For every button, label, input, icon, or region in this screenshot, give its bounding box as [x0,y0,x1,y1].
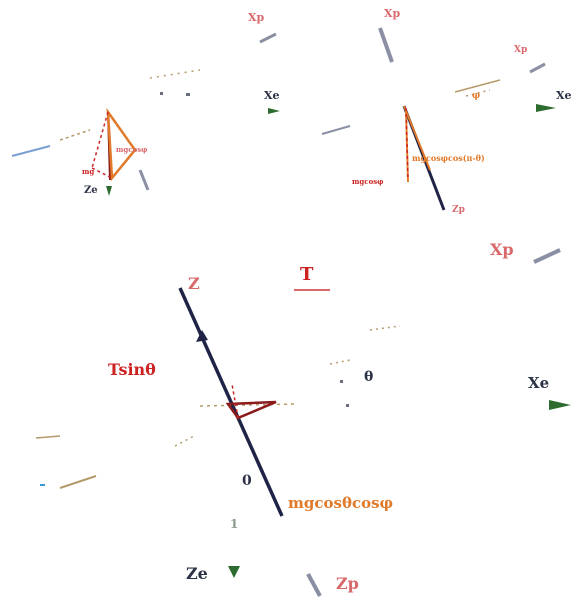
axis-segment [378,27,394,63]
axis-segment [465,89,491,97]
xp-label-small-top-right: Xp [514,45,528,55]
axis-segment [174,435,195,447]
axis-segment [138,169,150,191]
xe-label-main: Xe [528,374,550,392]
axis-segment [369,325,401,331]
dashed-component [91,111,109,169]
mgcos-main-label: mgcosθcosφ [288,494,394,512]
tsin-label: Tsinθ [108,360,156,379]
top-left-diagram [11,69,280,196]
axis-segment [533,248,561,264]
axis-segment [59,129,91,141]
small-mark [40,484,45,486]
axis-segment [321,125,351,135]
xe-arrow-icon [536,104,556,112]
small-mark [186,93,190,96]
ze-arrow-icon [106,186,112,196]
force-triangle [225,400,277,420]
rod-arrow-icon [196,330,208,342]
red-component [405,107,409,181]
one-label: 1 [230,517,239,531]
axis-segment [149,69,201,79]
tension-label: T [300,264,314,285]
xe-arrow-icon [268,108,280,114]
axis-segment [11,145,51,157]
zp-label-top-right: Zp [452,205,465,215]
phi-label: φ [472,91,481,101]
xp-label-top-mid: Xp [248,11,265,24]
xe-label-top-right: Xe [556,89,572,102]
mgcos-orange-label: mgcosφcos(π-θ) [412,153,485,163]
xp-label-top-right: Xp [384,7,401,20]
dashed-component [91,167,113,179]
ze-arrow-icon [228,566,240,578]
main-diagram [35,287,571,597]
main-rod [178,287,284,517]
axis-segment [59,475,97,489]
axis-segment [199,403,297,407]
axis-segment [35,435,61,439]
z-label: Z [188,274,200,293]
top-right-diagram [259,27,561,264]
xp-label-mid-right: Xp [490,240,514,259]
xe-label-top: Xe [264,89,280,102]
zp-axis-segment [306,573,322,597]
orange-component [403,105,431,171]
small-mark [160,92,163,95]
force-triangle [106,107,137,182]
mgcos-label-top-left: mgcosφ [116,145,148,154]
small-mark [340,380,343,383]
axis-segment [329,359,351,365]
mgcos-label-top-right: mgcosφ [352,177,384,186]
ze-label-main: Ze [186,564,208,583]
small-mark [346,404,349,407]
axis-segment [529,62,546,74]
axis-segment [259,32,277,44]
zp-label-main: Zp [336,574,359,593]
xe-arrow-icon [549,400,571,410]
axis-segment [454,79,501,93]
ze-label-top-left: Ze [84,185,98,196]
zero-label: 0 [242,473,252,489]
theta-label: θ [364,369,374,385]
mg-label: mg [82,167,95,176]
